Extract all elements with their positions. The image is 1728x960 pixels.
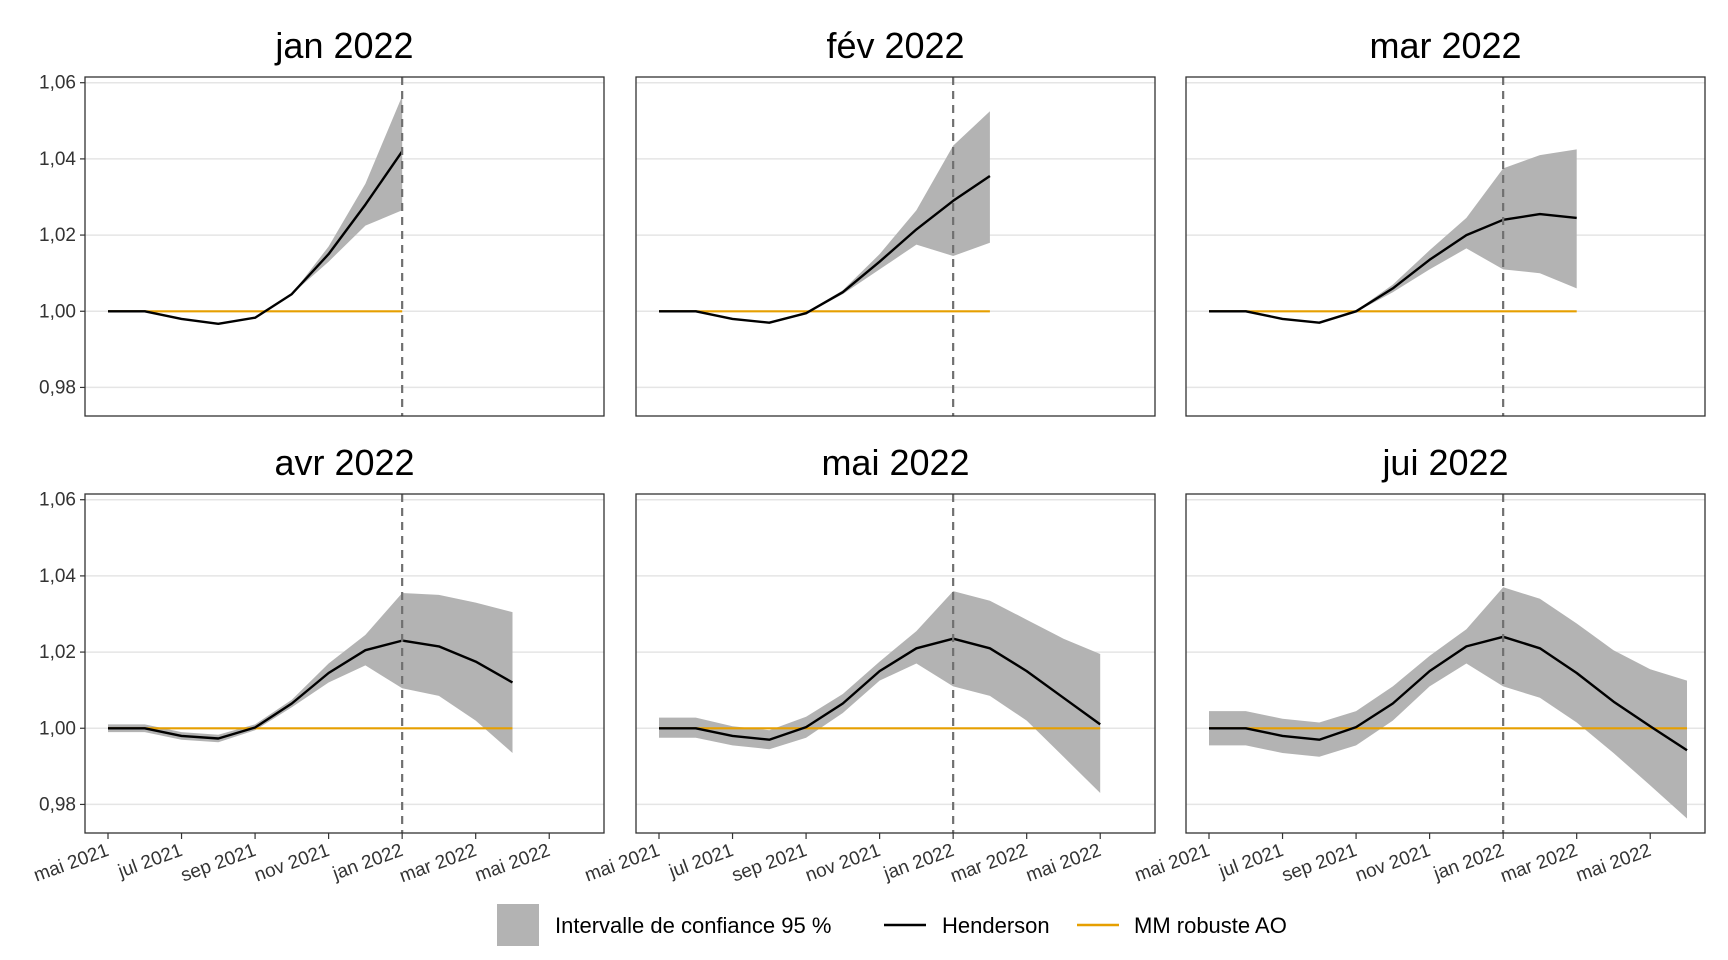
panel-title: jui 2022 (1381, 442, 1508, 483)
x-tick-label: mar 2022 (397, 840, 480, 887)
panel-border (635, 76, 1156, 417)
x-tick-label: mai 2022 (1573, 840, 1654, 886)
x-tick-label: sep 2021 (729, 840, 810, 886)
x-tick-label: jan 2022 (329, 840, 406, 885)
y-tick-label: 1,06 (39, 490, 76, 511)
legend: Intervalle de confiance 95 % Henderson M… (497, 904, 1287, 946)
y-tick-label: 1,02 (39, 225, 76, 246)
henderson-line (108, 639, 514, 740)
x-tick-label: mai 2022 (1023, 840, 1104, 886)
y-tick-label: 1,00 (39, 718, 76, 739)
panel-background (85, 77, 604, 416)
panel-border (1185, 76, 1706, 417)
x-tick-label: jul 2021 (666, 840, 737, 883)
panel-title: jan 2022 (274, 25, 413, 66)
x-tick-label: mai 2021 (1132, 840, 1213, 886)
henderson-line (659, 637, 1101, 741)
panels-layer: jan 2022 0,98 1,00 1,02 1,04 1,06 fév 2022 mar … (31, 25, 1706, 887)
y-tick-label: 1,04 (39, 566, 76, 587)
x-tick-label: jan 2022 (1430, 840, 1507, 885)
x-tick-label: mai 2021 (31, 840, 112, 886)
confidence-band (659, 591, 1101, 793)
x-tick-label: jan 2022 (880, 840, 957, 885)
panel-4: avr 2022 0,98 1,00 1,02 1,04 1,06 mai 2021 jul … (31, 442, 605, 887)
henderson-line (659, 175, 991, 324)
henderson-line (1209, 635, 1688, 752)
y-tick-label: 0,98 (39, 377, 76, 398)
panel-border (1185, 493, 1706, 834)
panel-1: jan 2022 0,98 1,00 1,02 1,04 1,06 (39, 25, 605, 417)
panel-title: mai 2022 (821, 442, 969, 483)
panel-2: fév 2022 (635, 25, 1156, 417)
henderson-line (108, 150, 404, 325)
x-tick-label: nov 2021 (803, 840, 884, 886)
panel-border (84, 76, 605, 417)
confidence-band (1209, 587, 1687, 819)
x-tick-label: mai 2022 (472, 840, 553, 886)
x-tick-label: nov 2021 (1353, 840, 1434, 886)
panel-3: mar 2022 (1185, 25, 1706, 417)
panel-title: mar 2022 (1369, 25, 1521, 66)
x-tick-label: mai 2021 (582, 840, 663, 886)
confidence-band (659, 111, 990, 323)
legend-ci-label: Intervalle de confiance 95 % (555, 913, 831, 938)
x-tick-label: mar 2022 (1498, 840, 1581, 887)
x-tick-label: jul 2021 (1216, 840, 1287, 883)
panel-title: avr 2022 (274, 442, 414, 483)
panel-border (84, 493, 605, 834)
panel-border (635, 493, 1156, 834)
x-tick-label: sep 2021 (178, 840, 259, 886)
henderson-line (1209, 212, 1577, 324)
legend-mm-robuste-label: MM robuste AO (1134, 913, 1287, 938)
panel-title: fév 2022 (826, 25, 964, 66)
y-tick-label: 1,02 (39, 642, 76, 663)
y-tick-label: 1,00 (39, 301, 76, 322)
x-tick-label: jul 2021 (115, 840, 186, 883)
y-tick-label: 1,06 (39, 73, 76, 94)
legend-ci-swatch (497, 904, 539, 946)
x-tick-label: nov 2021 (252, 840, 333, 886)
legend-henderson-label: Henderson (942, 913, 1050, 938)
y-tick-label: 1,04 (39, 149, 76, 170)
x-tick-label: sep 2021 (1279, 840, 1360, 886)
y-tick-label: 0,98 (39, 794, 76, 815)
confidence-band (108, 593, 513, 753)
x-tick-label: mar 2022 (948, 840, 1031, 887)
